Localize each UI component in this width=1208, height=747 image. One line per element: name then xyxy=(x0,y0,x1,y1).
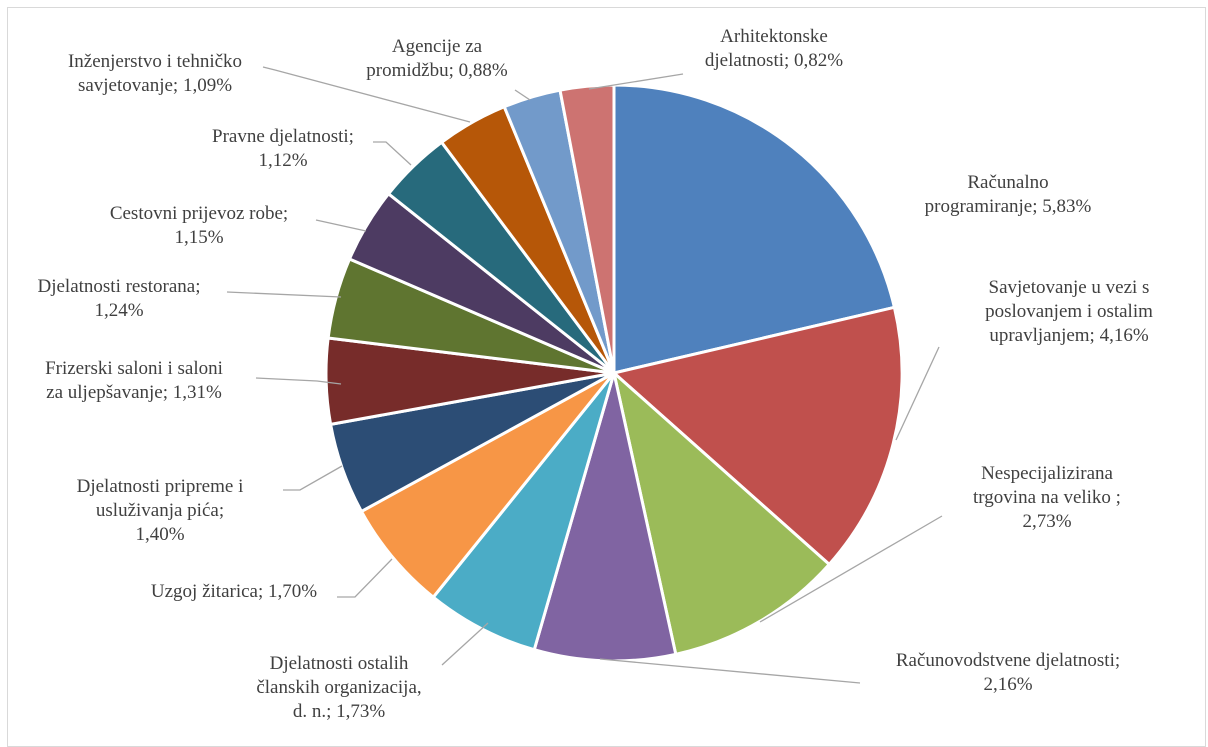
data-label: Arhitektonske djelatnosti; 0,82% xyxy=(705,26,843,71)
data-label-line: članskih organizacija, xyxy=(256,677,421,698)
leader-line xyxy=(441,622,489,666)
data-label: Pravne djelatnosti; 1,12% xyxy=(212,126,354,171)
data-label-line: Djelatnosti ostalih xyxy=(270,653,409,674)
leader-line xyxy=(315,219,367,232)
leader-line xyxy=(283,465,343,491)
data-label-line: 2,16% xyxy=(983,674,1032,695)
data-label-line: Uzgoj žitarica; 1,70% xyxy=(151,581,317,602)
data-label-line: Djelatnosti restorana; xyxy=(37,276,200,297)
data-label-line: 1,12% xyxy=(258,150,307,171)
data-label-line: 2,73% xyxy=(1022,511,1071,532)
pie-slice xyxy=(532,372,678,663)
leader-line xyxy=(255,377,342,385)
data-label-line: za uljepšavanje; 1,31% xyxy=(46,382,222,403)
data-label-line: Djelatnosti pripreme i xyxy=(77,476,244,497)
data-label-line: usluživanja pića; xyxy=(96,500,224,521)
pie-slice xyxy=(611,368,832,657)
pie-slice xyxy=(612,83,897,375)
leader-line xyxy=(262,66,471,123)
data-label: Inženjerstvo i tehničko savjetovanje; 1,0… xyxy=(68,51,242,96)
leader-line xyxy=(373,141,412,166)
leader-line xyxy=(514,89,531,101)
data-label-line: Inženjerstvo i tehničko xyxy=(68,51,242,72)
data-label-line: Frizerski saloni i saloni xyxy=(45,358,223,379)
data-label-line: programiranje; 5,83% xyxy=(925,196,1092,217)
data-label-line: upravljanjem; 4,16% xyxy=(989,325,1149,346)
data-label: Uzgoj žitarica; 1,70% xyxy=(151,581,317,602)
data-label: Računovodstvene djelatnosti; 2,16% xyxy=(896,650,1120,695)
data-label: Frizerski saloni i saloni za uljepšavanje… xyxy=(45,358,223,403)
leader-lines xyxy=(226,66,943,684)
data-label: Djelatnosti restorana; 1,24% xyxy=(37,276,200,321)
data-label-line: Računovodstvene djelatnosti; xyxy=(896,650,1120,671)
pie-slices xyxy=(324,83,904,663)
data-label-line: Računalno xyxy=(967,172,1048,193)
data-label-line: d. n.; 1,73% xyxy=(293,701,386,722)
data-label: Računalno programiranje; 5,83% xyxy=(925,172,1092,217)
data-label-line: djelatnosti; 0,82% xyxy=(705,50,843,71)
data-label: Djelatnosti pripreme i usluživanja pića; 1… xyxy=(77,476,244,545)
data-label-line: promidžbu; 0,88% xyxy=(366,60,508,81)
data-label-line: Agencije za xyxy=(392,36,483,57)
data-label: Cestovni prijevoz robe; 1,15% xyxy=(110,203,288,248)
pie-slice xyxy=(610,305,904,567)
data-label-line: savjetovanje; 1,09% xyxy=(78,75,232,96)
leader-line xyxy=(226,291,342,298)
data-label-line: Cestovni prijevoz robe; xyxy=(110,203,288,224)
data-label: Agencije za promidžbu; 0,88% xyxy=(366,36,508,81)
data-label-line: Arhitektonske xyxy=(720,26,828,47)
data-labels: Računalno programiranje; 5,83% Savjetovanj… xyxy=(37,26,1153,722)
leader-line xyxy=(588,73,684,90)
data-label: Savjetovanje u vezi s poslovanjem i ostal… xyxy=(985,277,1153,346)
leader-line xyxy=(895,346,940,441)
data-label-line: 1,15% xyxy=(174,227,223,248)
data-label: Nespecijalizirana trgovina na veliko ; 2,7… xyxy=(973,463,1121,532)
data-label-line: trgovina na veliko ; xyxy=(973,487,1121,508)
leader-line xyxy=(599,658,861,684)
leader-line xyxy=(337,558,393,598)
data-label-line: Nespecijalizirana xyxy=(981,463,1113,484)
data-label: Djelatnosti ostalih članskih organizacija… xyxy=(256,653,421,722)
leader-line xyxy=(759,515,943,623)
data-label-line: 1,24% xyxy=(94,300,143,321)
data-label-line: Pravne djelatnosti; xyxy=(212,126,354,147)
data-label-line: poslovanjem i ostalim xyxy=(985,301,1153,322)
data-label-line: Savjetovanje u vezi s xyxy=(989,277,1150,298)
data-label-line: 1,40% xyxy=(135,524,184,545)
